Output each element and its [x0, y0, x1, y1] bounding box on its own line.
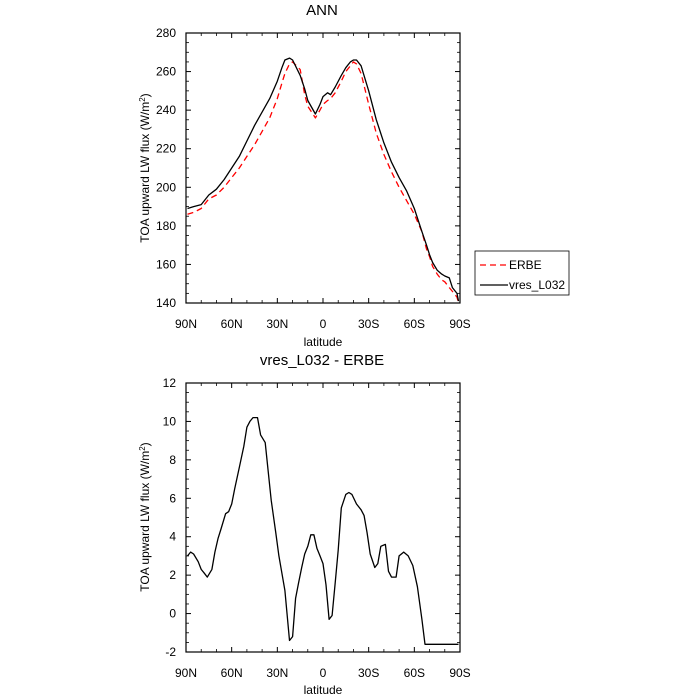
- x-tick-label: 60N: [221, 666, 243, 680]
- y-tick-label: 8: [169, 453, 176, 467]
- x-tick-label: 30N: [266, 317, 288, 331]
- chart-panel-bottom: vres_L032 - ERBE TOA upward LW flux (W/m…: [138, 352, 471, 697]
- y-tick-label: 2: [169, 568, 176, 582]
- y-tick-label: 12: [163, 376, 177, 390]
- y-tick-label: 180: [156, 219, 176, 233]
- x-tick-label: 90N: [175, 666, 197, 680]
- y-axis-label-top: TOA upward LW flux (W/m2): [138, 93, 152, 242]
- y-tick-label: 10: [163, 414, 177, 428]
- y-tick-label: 4: [169, 530, 176, 544]
- y-tick-label: 0: [169, 607, 176, 621]
- x-tick-label: 30S: [358, 666, 379, 680]
- x-tick-label: 90S: [449, 666, 470, 680]
- chart-panel-top: ANN TOA upward LW flux (W/m2) latitude 1…: [138, 2, 570, 349]
- plot-frame-top: [185, 32, 461, 304]
- series-line-difference-0: [186, 416, 459, 645]
- x-tick-label: 60S: [404, 317, 425, 331]
- plot-frame-bottom: [185, 382, 461, 653]
- y-axis-label-bottom: TOA upward LW flux (W/m2): [138, 442, 152, 591]
- y-tick-label: 240: [156, 103, 176, 117]
- plot-area-bottom: -2 0 2 4 6 8 10 12 90N 60N 30N 0 30S 60S 90S: [163, 376, 471, 680]
- legend: ERBE vres_L032: [474, 250, 570, 296]
- legend-label-vres-l032: vres_L032: [509, 278, 565, 292]
- y-tick-label: 260: [156, 65, 176, 79]
- legend-box: [474, 250, 570, 296]
- x-tick-label: 0: [320, 317, 327, 331]
- y-tick-label: 200: [156, 180, 176, 194]
- x-tick-label: 90S: [449, 317, 470, 331]
- x-axis-label-top: latitude: [304, 335, 343, 349]
- legend-label-erbe: ERBE: [509, 258, 542, 272]
- y-tick-label: -2: [165, 645, 176, 659]
- series-line-vres-l032: [187, 57, 460, 302]
- x-tick-label: 30N: [266, 666, 288, 680]
- y-tick-label: 280: [156, 26, 176, 40]
- chart-title-bottom: vres_L032 - ERBE: [260, 352, 384, 369]
- x-axis-label-bottom: latitude: [304, 683, 343, 697]
- x-tick-label: 90N: [175, 317, 197, 331]
- chart-title-top: ANN: [306, 2, 338, 19]
- y-tick-label: 6: [169, 491, 176, 505]
- plot-area-top: 140 160 180 200 220 240 260 280 90N 60N 30N 0 30S 60S…: [156, 26, 471, 331]
- x-tick-label: 30S: [358, 317, 379, 331]
- y-tick-label: 220: [156, 142, 176, 156]
- x-tick-label: 60S: [404, 666, 425, 680]
- x-tick-label: 60N: [221, 317, 243, 331]
- y-tick-label: 140: [156, 296, 176, 310]
- x-tick-label: 0: [320, 666, 327, 680]
- y-tick-label: 160: [156, 257, 176, 271]
- series-line-erbe: [187, 61, 460, 303]
